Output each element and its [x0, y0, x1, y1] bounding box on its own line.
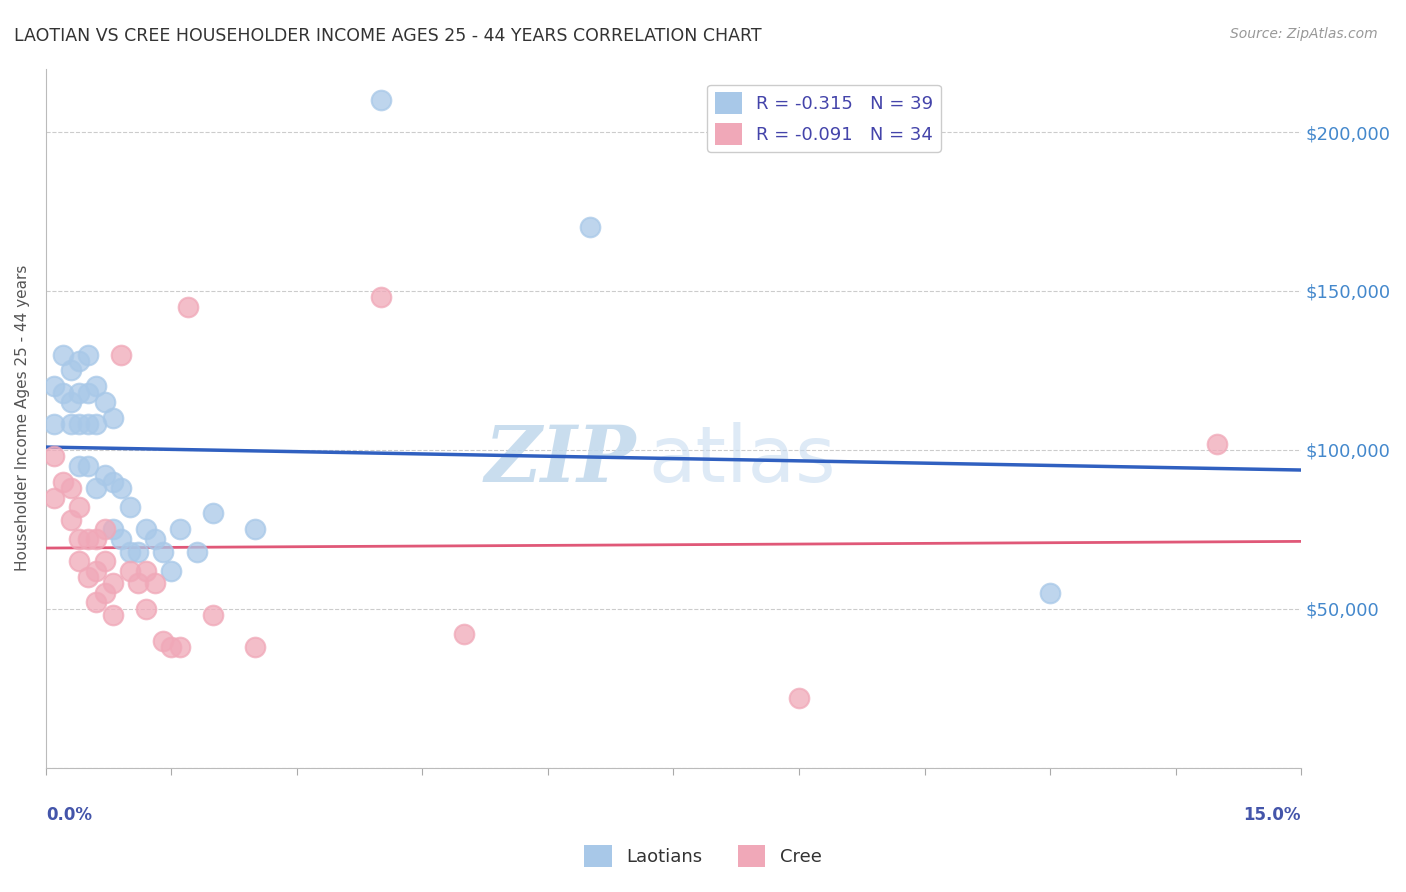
Point: [76, 417, 98, 432]
Point: [160, 640, 183, 654]
Point: [52, 385, 75, 400]
Point: [186, 544, 208, 558]
Point: [69, 417, 91, 432]
Point: [243, 640, 266, 654]
Text: ZIP: ZIP: [484, 422, 636, 499]
Legend: Laotians, Cree: Laotians, Cree: [578, 838, 828, 874]
Point: [60, 513, 83, 527]
Text: 15.0%: 15.0%: [1243, 806, 1301, 824]
Point: [76, 532, 98, 546]
Point: [52, 347, 75, 361]
Text: LAOTIAN VS CREE HOUSEHOLDER INCOME AGES 25 - 44 YEARS CORRELATION CHART: LAOTIAN VS CREE HOUSEHOLDER INCOME AGES …: [14, 27, 762, 45]
Point: [93, 395, 115, 409]
Point: [370, 290, 392, 304]
Point: [110, 347, 132, 361]
Point: [76, 385, 98, 400]
Legend: R = -0.315   N = 39, R = -0.091   N = 34: R = -0.315 N = 39, R = -0.091 N = 34: [707, 85, 941, 152]
Point: [60, 395, 83, 409]
Point: [52, 475, 75, 489]
Point: [143, 532, 166, 546]
Point: [160, 564, 183, 578]
Point: [69, 458, 91, 473]
Point: [1206, 436, 1229, 450]
Point: [118, 500, 141, 514]
Point: [84, 564, 107, 578]
Point: [152, 633, 174, 648]
Point: [101, 576, 124, 591]
Y-axis label: Householder Income Ages 25 - 44 years: Householder Income Ages 25 - 44 years: [15, 265, 30, 571]
Point: [84, 379, 107, 393]
Point: [118, 544, 141, 558]
Point: [69, 554, 91, 568]
Point: [60, 417, 83, 432]
Point: [370, 93, 392, 107]
Point: [110, 532, 132, 546]
Point: [579, 220, 602, 235]
Point: [69, 354, 91, 368]
Point: [69, 500, 91, 514]
Point: [93, 522, 115, 536]
Point: [127, 576, 149, 591]
Point: [1039, 586, 1062, 600]
Point: [93, 554, 115, 568]
Point: [44, 379, 66, 393]
Point: [101, 608, 124, 623]
Point: [93, 468, 115, 483]
Point: [110, 481, 132, 495]
Point: [44, 417, 66, 432]
Point: [127, 544, 149, 558]
Point: [202, 608, 225, 623]
Point: [44, 449, 66, 463]
Point: [101, 522, 124, 536]
Point: [135, 522, 157, 536]
Point: [76, 570, 98, 584]
Point: [60, 363, 83, 377]
Point: [787, 690, 810, 705]
Point: [84, 595, 107, 609]
Text: Source: ZipAtlas.com: Source: ZipAtlas.com: [1230, 27, 1378, 41]
Point: [143, 576, 166, 591]
Point: [84, 481, 107, 495]
Point: [101, 411, 124, 425]
Point: [118, 564, 141, 578]
Point: [169, 522, 191, 536]
Point: [69, 385, 91, 400]
Point: [69, 532, 91, 546]
Point: [76, 347, 98, 361]
Point: [202, 507, 225, 521]
Point: [169, 640, 191, 654]
Point: [76, 458, 98, 473]
Point: [152, 544, 174, 558]
Text: 0.0%: 0.0%: [46, 806, 91, 824]
Point: [135, 564, 157, 578]
Point: [453, 627, 475, 641]
Point: [135, 602, 157, 616]
Point: [101, 475, 124, 489]
Point: [243, 522, 266, 536]
Point: [44, 491, 66, 505]
Point: [93, 586, 115, 600]
Point: [60, 481, 83, 495]
Point: [84, 532, 107, 546]
Text: atlas: atlas: [648, 422, 837, 498]
Point: [84, 417, 107, 432]
Point: [177, 300, 200, 314]
